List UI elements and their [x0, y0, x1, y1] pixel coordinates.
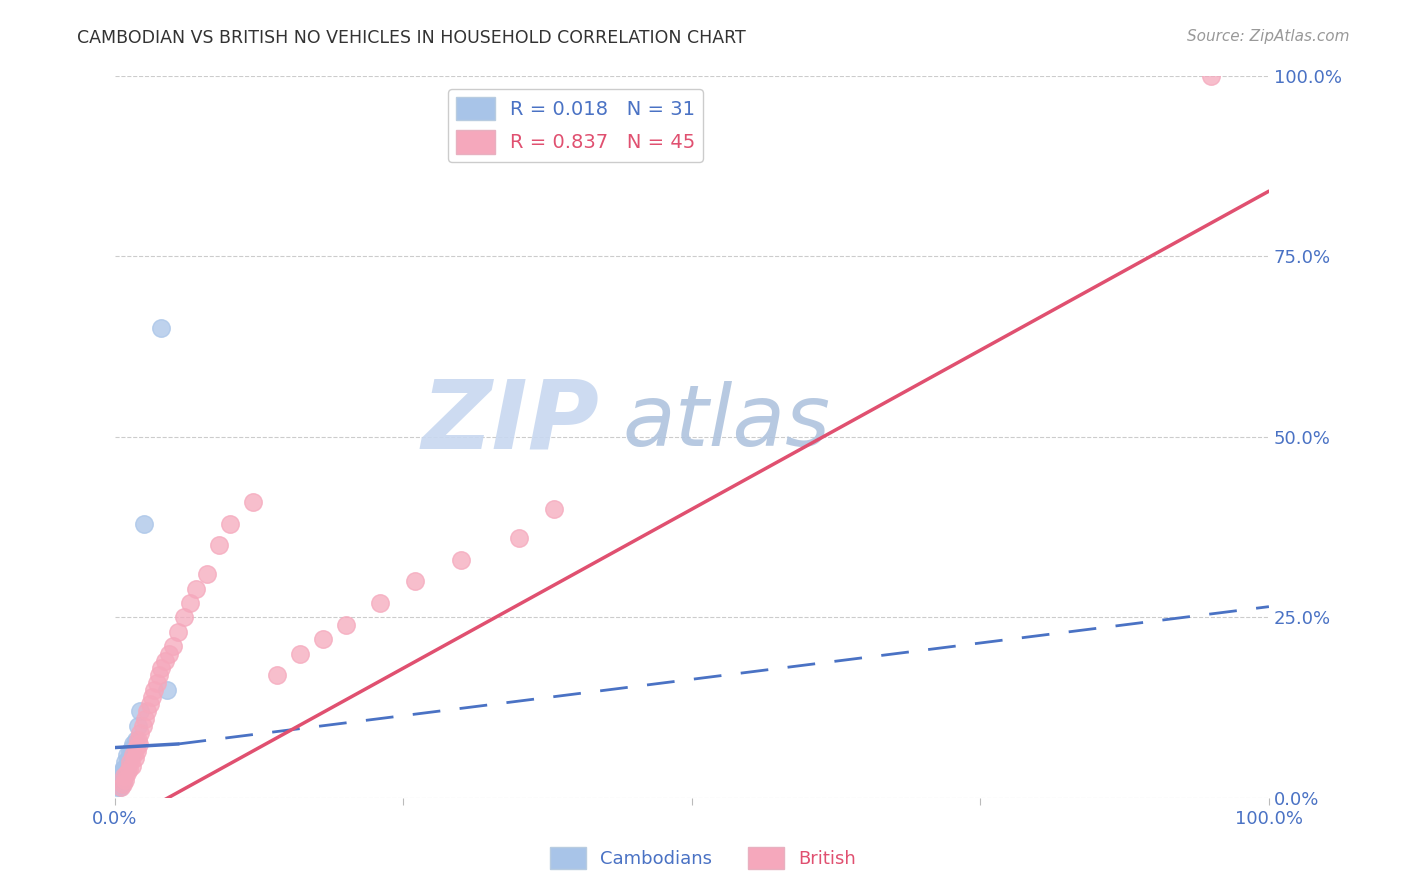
Point	[127, 719, 149, 733]
Point	[105, 777, 128, 791]
Point	[112, 762, 135, 776]
Point	[125, 740, 148, 755]
Point	[122, 737, 145, 751]
Point	[208, 538, 231, 552]
Point	[114, 755, 136, 769]
Point	[508, 531, 530, 545]
Point	[134, 712, 156, 726]
Point	[107, 773, 129, 788]
Point	[132, 719, 155, 733]
Point	[115, 762, 138, 776]
Point	[288, 647, 311, 661]
Point	[121, 758, 143, 772]
Point	[108, 769, 131, 783]
Point	[120, 747, 142, 762]
Point	[184, 582, 207, 596]
Point	[179, 596, 201, 610]
Point	[404, 574, 426, 589]
Point	[110, 777, 132, 791]
Point	[122, 747, 145, 762]
Y-axis label: No Vehicles in Household: No Vehicles in Household	[0, 332, 8, 541]
Point	[129, 705, 152, 719]
Point	[125, 744, 148, 758]
Point	[150, 321, 173, 335]
Point	[114, 765, 136, 780]
Point	[162, 640, 184, 654]
Point	[127, 733, 149, 747]
Point	[124, 751, 146, 765]
Point	[167, 624, 190, 639]
Point	[118, 755, 141, 769]
Point	[156, 682, 179, 697]
Point	[115, 747, 138, 762]
Text: atlas: atlas	[623, 381, 831, 464]
Point	[266, 668, 288, 682]
Point	[543, 502, 565, 516]
Point	[136, 705, 159, 719]
Point	[107, 777, 129, 791]
Text: CAMBODIAN VS BRITISH NO VEHICLES IN HOUSEHOLD CORRELATION CHART: CAMBODIAN VS BRITISH NO VEHICLES IN HOUS…	[77, 29, 747, 46]
Point	[121, 740, 143, 755]
Point	[118, 751, 141, 765]
Point	[335, 617, 357, 632]
Point	[370, 596, 392, 610]
Point	[110, 780, 132, 795]
Point	[195, 567, 218, 582]
Point	[110, 765, 132, 780]
Point	[118, 762, 141, 776]
Point	[108, 780, 131, 795]
Point	[111, 777, 134, 791]
Point	[1199, 69, 1222, 83]
Text: ZIP: ZIP	[422, 376, 600, 469]
Legend: Cambodians, British: Cambodians, British	[543, 839, 863, 876]
Point	[112, 777, 135, 791]
Point	[117, 755, 139, 769]
Point	[141, 690, 163, 704]
Point	[150, 661, 173, 675]
Point	[112, 762, 135, 776]
Point	[143, 682, 166, 697]
Point	[125, 733, 148, 747]
Point	[129, 726, 152, 740]
Point	[114, 773, 136, 788]
Point	[157, 647, 180, 661]
Point	[132, 516, 155, 531]
Point	[450, 552, 472, 566]
Point	[242, 495, 264, 509]
Point	[138, 697, 160, 711]
Point	[312, 632, 335, 647]
Point	[173, 610, 195, 624]
Point	[145, 675, 167, 690]
Point	[112, 769, 135, 783]
Text: Source: ZipAtlas.com: Source: ZipAtlas.com	[1187, 29, 1350, 44]
Legend: R = 0.018   N = 31, R = 0.837   N = 45: R = 0.018 N = 31, R = 0.837 N = 45	[449, 89, 703, 161]
Point	[219, 516, 242, 531]
Point	[118, 744, 141, 758]
Point	[128, 737, 150, 751]
Point	[148, 668, 170, 682]
Point	[112, 769, 135, 783]
Point	[105, 780, 128, 795]
Point	[110, 773, 132, 788]
Point	[112, 773, 135, 788]
Point	[111, 769, 134, 783]
Point	[115, 765, 138, 780]
Point	[153, 654, 176, 668]
